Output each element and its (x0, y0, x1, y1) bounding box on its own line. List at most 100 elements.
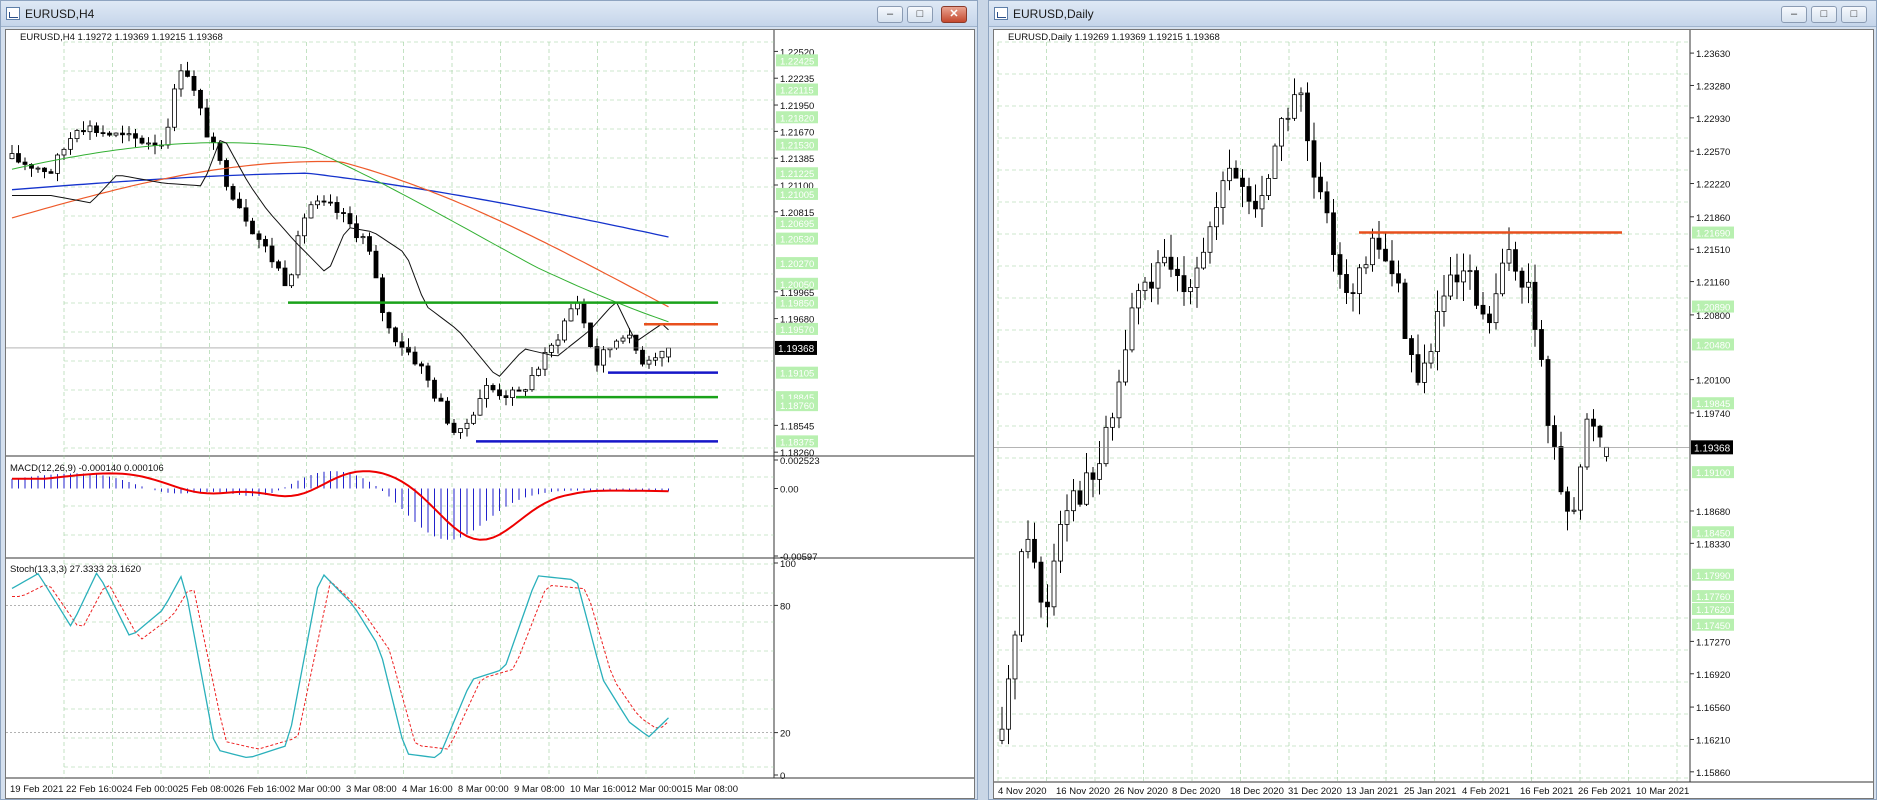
bull-candle (308, 204, 314, 219)
bear-candle (1344, 274, 1349, 293)
bull-candle (165, 126, 171, 146)
bull-candle (1188, 287, 1193, 293)
level-tag (776, 296, 818, 309)
bear-candle (1253, 200, 1258, 210)
bear-candle (347, 213, 353, 225)
bear-candle (1168, 256, 1174, 270)
level-tag (776, 138, 818, 151)
time-axis-label: 18 Dec 2020 (1230, 786, 1284, 797)
daily-chart-canvas[interactable]: 1.23630 1.23280 1.22930 1.22570 1.22220 1.218… (994, 30, 1873, 798)
bull-candle (35, 167, 41, 170)
bear-candle (1311, 140, 1317, 178)
price-tick-label: 1.18760 (780, 401, 814, 412)
bull-candle (1162, 256, 1167, 264)
bear-candle (445, 400, 450, 424)
daily-chart-window[interactable]: EURUSD,Daily – □ □ 1.23630 1.23280 1.22930… (988, 0, 1877, 800)
price-tick-label: 1.20050 (780, 280, 814, 291)
bear-candle (1233, 167, 1239, 179)
daily-chart-area[interactable]: 1.23630 1.23280 1.22930 1.22570 1.22220 1.218… (993, 29, 1874, 799)
bear-candle (354, 223, 359, 239)
level-tag (1692, 397, 1734, 410)
price-tick-label: 1.21860 (1696, 213, 1730, 224)
price-tick-label: 1.18450 (1696, 528, 1730, 539)
bear-candle (334, 202, 340, 213)
bear-candle (321, 200, 327, 203)
bear-candle (237, 198, 242, 209)
daily-title-bar[interactable]: EURUSD,Daily – □ □ (989, 1, 1876, 27)
bull-candle (1448, 274, 1453, 297)
bull-candle (1142, 281, 1148, 292)
bear-candle (29, 164, 34, 169)
bull-candle (1285, 117, 1291, 120)
maximize-button[interactable]: □ (1811, 6, 1837, 23)
bear-candle (133, 133, 138, 139)
bull-candle (289, 274, 294, 287)
bear-candle (42, 167, 47, 173)
bear-candle (432, 379, 437, 399)
h4-window-title: EURUSD,H4 (25, 7, 95, 21)
price-tick-label: 1.20800 (1696, 311, 1730, 322)
bull-candle (68, 138, 73, 150)
bull-candle (1578, 466, 1583, 511)
time-axis-label: 25 Feb 08:00 (178, 784, 234, 795)
bull-candle (126, 133, 132, 136)
bear-candle (1474, 270, 1479, 306)
restore-button[interactable]: □ (1841, 6, 1867, 23)
bear-candle (256, 233, 262, 240)
bull-candle (1461, 270, 1466, 283)
time-axis-label: 4 Nov 2020 (998, 786, 1047, 797)
price-tick-label: 1.20695 (780, 219, 814, 230)
chart-info-label: EURUSD,Daily 1.19269 1.19369 1.19215 1.1… (1008, 32, 1220, 43)
level-tag (1692, 226, 1734, 239)
bull-candle (484, 385, 489, 399)
bull-candle (1227, 167, 1232, 182)
ma-red-line (11, 160, 669, 308)
h4-title-bar[interactable]: EURUSD,H4 – □ ✕ (1, 1, 977, 27)
time-axis-label: 31 Dec 2020 (1288, 786, 1342, 797)
bear-candle (1591, 418, 1596, 427)
level-tag (776, 217, 818, 230)
time-axis-label: 26 Feb 2021 (1578, 786, 1631, 797)
bear-candle (1513, 249, 1518, 272)
price-tick-label: 1.20480 (1696, 340, 1730, 351)
price-tick-label: 1.20270 (780, 259, 814, 270)
price-tick-label: 1.18375 (780, 437, 814, 448)
time-axis-label: 10 Mar 2021 (1636, 786, 1689, 797)
bear-candle (94, 125, 99, 134)
bear-candle (1032, 538, 1037, 563)
daily-window-title: EURUSD,Daily (1013, 7, 1094, 21)
bull-candle (1506, 249, 1512, 264)
price-tick-label: 1.19845 (1696, 399, 1730, 410)
stoch-tick-label: 80 (780, 601, 791, 612)
price-tick-label: 1.20100 (1696, 376, 1730, 387)
time-axis-label: 19 Feb 2021 (10, 784, 63, 795)
close-button[interactable]: ✕ (941, 6, 967, 23)
bull-candle (1357, 267, 1362, 294)
level-tag (776, 435, 818, 448)
price-tick-label: 1.21950 (780, 101, 814, 112)
bear-candle (1409, 338, 1414, 356)
h4-chart-window[interactable]: EURUSD,H4 – □ ✕ 1.22520 1.22425 1.22235 1.2… (0, 0, 978, 800)
bear-candle (139, 137, 145, 144)
bull-candle (1194, 267, 1200, 288)
bear-candle (211, 136, 216, 144)
bear-candle (406, 346, 411, 353)
bear-candle (451, 422, 457, 433)
price-tick-label: 1.21820 (780, 113, 814, 124)
bull-candle (536, 368, 541, 376)
minimize-button[interactable]: – (1781, 6, 1807, 23)
bull-candle (458, 428, 463, 433)
time-axis-label: 24 Feb 00:00 (122, 784, 178, 795)
bear-candle (1337, 254, 1343, 275)
level-tag (776, 232, 818, 245)
price-tick-label: 1.20890 (1696, 303, 1730, 314)
h4-chart-area[interactable]: 1.22520 1.22425 1.22235 1.22115 1.21950 1.218… (5, 29, 975, 799)
price-tick-label: 1.20530 (780, 235, 814, 246)
bear-candle (48, 171, 54, 174)
maximize-button[interactable]: □ (907, 6, 933, 23)
price-tick-label: 1.22520 (780, 47, 814, 58)
bear-candle (1565, 491, 1570, 512)
minimize-button[interactable]: – (877, 6, 903, 23)
time-axis-label: 3 Mar 08:00 (346, 784, 397, 795)
